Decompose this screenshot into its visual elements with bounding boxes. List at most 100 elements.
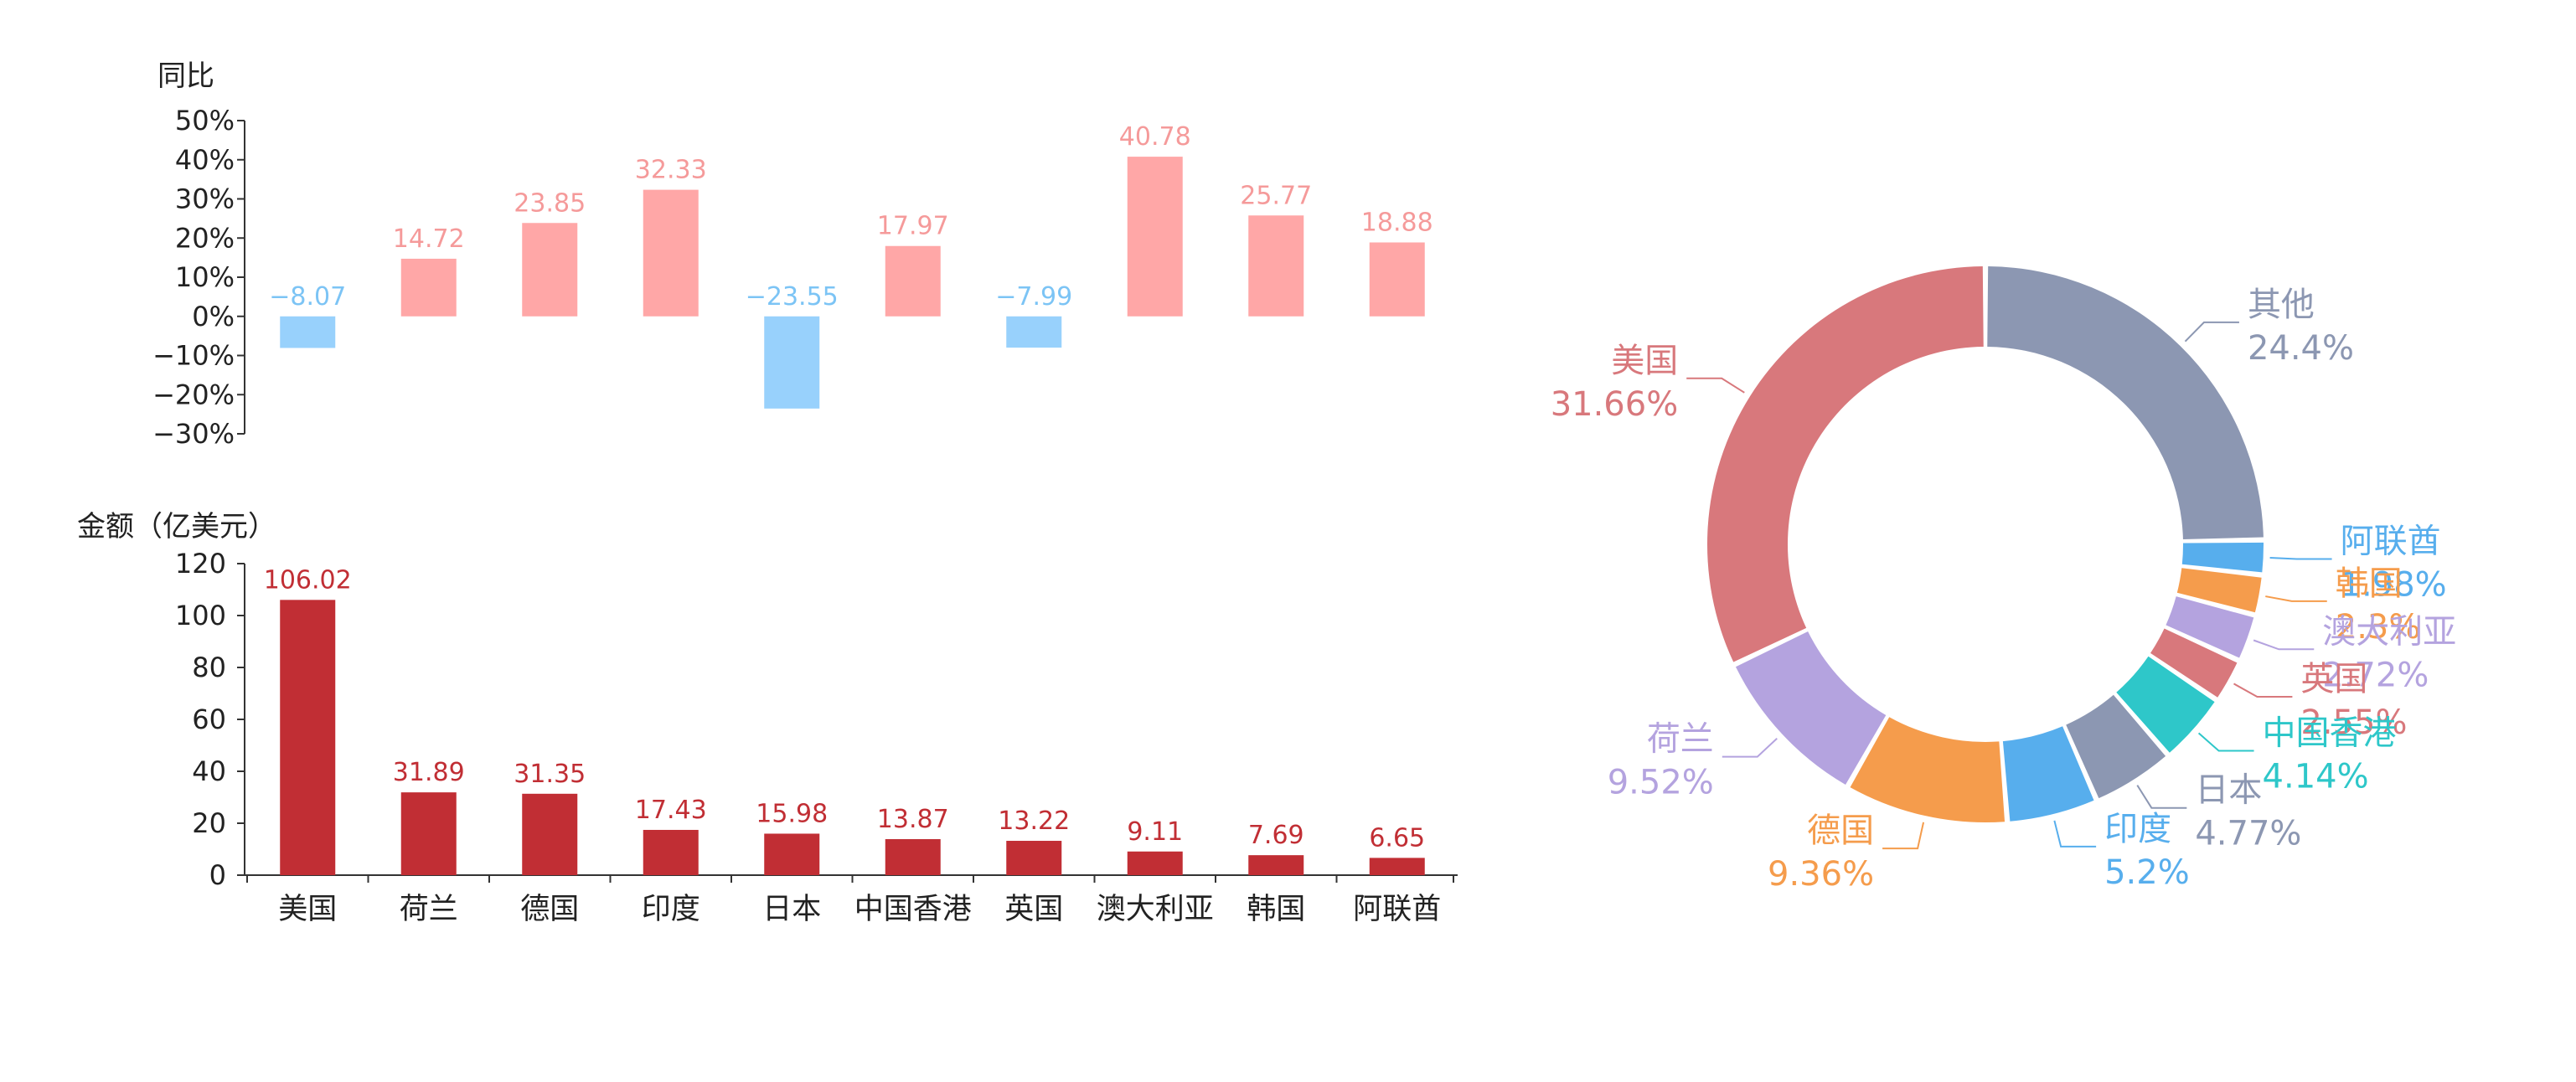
donut-slice-percent: 5.2% [2104,853,2190,892]
amount-y-tick-label: 0 [209,859,226,891]
yoy-value-label: −7.99 [995,282,1072,312]
donut-slice [1735,631,1887,785]
amount-value-label: 15.98 [756,799,828,828]
donut-leader-line [1882,822,1925,850]
amount-bar [522,793,578,875]
amount-bar [643,829,699,875]
yoy-bar [885,245,941,317]
amount-bar [1369,858,1425,875]
donut-slice-percent: 2.72% [2322,656,2429,694]
category-label: 美国 [278,893,337,926]
donut-slice-percent: 2.3% [2336,608,2421,647]
amount-bar [764,833,820,875]
category-label: 澳大利亚 [1097,893,1214,926]
category-label: 韩国 [1247,893,1305,926]
yoy-bar [522,223,578,317]
donut-leader-line [2253,639,2315,651]
amount-value-label: 106.02 [264,565,352,595]
donut-slice-percent: 31.66% [1551,385,1679,424]
donut-slice [2116,656,2215,753]
donut-slice [2166,596,2254,658]
yoy-y-tick-label: 20% [175,222,235,254]
category-label: 英国 [1004,893,1063,926]
category-label: 阿联酋 [1353,893,1441,926]
donut-slice-name: 印度 [2104,810,2171,848]
yoy-value-label: 25.77 [1240,181,1312,210]
donut-slice [2176,568,2262,613]
donut-slice-percent: 9.52% [1608,764,1714,802]
amount-value-label: 9.11 [1127,817,1183,847]
category-label: 印度 [642,893,700,926]
amount-bar-chart: 金额（亿美元） 120 100 80 60 40 20 0 106.02 美国 31.89 荷兰 31… [77,510,1458,926]
share-donut-chart: 其他 24.4% 阿联酋 1.98%韩国 2.3%澳大利亚 2.72%英国 2.55%中国香… [1551,266,2456,894]
amount-value-label: 6.65 [1369,823,1425,853]
amount-bar [885,839,941,875]
donut-slice-name: 韩国 [2336,564,2403,603]
yoy-y-tick-label: 10% [175,261,235,293]
donut-slice [2150,628,2238,698]
amount-bar [280,600,336,875]
donut-leader-line [2136,785,2187,809]
yoy-value-label: 17.97 [877,212,949,241]
yoy-value-label: 18.88 [1361,208,1433,237]
category-label: 荷兰 [400,893,458,926]
yoy-bar [1369,242,1425,317]
donut-slice [1850,717,2006,822]
yoy-bar [400,258,457,317]
amount-bar [400,792,457,875]
amount-axis-title: 金额（亿美元） [77,510,276,544]
amount-y-tick-label: 100 [175,600,226,631]
amount-y-tick-label: 20 [192,807,226,839]
yoy-y-tick-label: −30% [152,418,235,450]
yoy-bar-chart: 同比 50% 40% 30% 20% 10% 0% −10% −20% −30% −8.07 14.… [152,59,1433,450]
yoy-value-label: −8.07 [269,282,346,312]
yoy-value-label: 23.85 [514,188,586,218]
donut-slice-percent: 9.36% [1768,855,1874,894]
amount-bar [1006,841,1062,875]
yoy-bar [764,316,820,409]
amount-bar [1127,851,1183,875]
category-label: 日本 [762,893,821,926]
donut-slice-name: 荷兰 [1647,720,1714,759]
donut-leader-line [2269,557,2332,560]
amount-value-label: 7.69 [1248,821,1304,850]
donut-slice-name: 其他 [2248,286,2315,324]
yoy-bar [1006,316,1062,348]
category-label: 德国 [520,893,579,926]
donut-leader-line [1722,738,1778,758]
donut-leader-line [2265,595,2327,602]
amount-y-tick-label: 80 [192,652,226,683]
donut-slice-name: 英国 [2300,660,2367,698]
yoy-y-tick-label: −20% [152,379,235,410]
yoy-bar [643,189,699,317]
donut-leader-line [2053,820,2097,848]
yoy-y-tick-label: −10% [152,340,235,372]
donut-slice-percent: 1.98% [2341,566,2447,605]
amount-value-label: 17.43 [635,796,707,825]
donut-slice-name: 德国 [1807,812,1874,850]
donut-slice-name: 阿联酋 [2341,523,2441,561]
donut-slice-name: 澳大利亚 [2322,612,2456,651]
donut-slice [2066,694,2166,799]
donut-slice-name: 美国 [1611,342,1678,380]
donut-slice-percent: 4.77% [2195,815,2301,853]
donut-slice [1706,266,1984,662]
donut-leader-line [2197,732,2254,752]
yoy-value-label: 14.72 [393,224,465,254]
category-label: 中国香港 [854,893,972,926]
yoy-value-label: −23.55 [746,282,839,312]
yoy-y-tick-label: 30% [175,183,235,215]
donut-slice-percent: 4.14% [2263,758,2369,796]
yoy-axis-title: 同比 [157,59,214,93]
donut-slice-percent: 2.55% [2300,703,2407,742]
yoy-bar [280,316,336,348]
donut-slice-name: 日本 [2195,771,2262,810]
yoy-value-label: 40.78 [1119,122,1191,152]
yoy-y-tick-label: 40% [175,144,235,176]
yoy-y-tick-label: 0% [192,301,235,332]
amount-value-label: 13.22 [998,806,1070,836]
donut-slice-name: 中国香港 [2263,714,2397,753]
yoy-value-label: 32.33 [635,156,707,185]
